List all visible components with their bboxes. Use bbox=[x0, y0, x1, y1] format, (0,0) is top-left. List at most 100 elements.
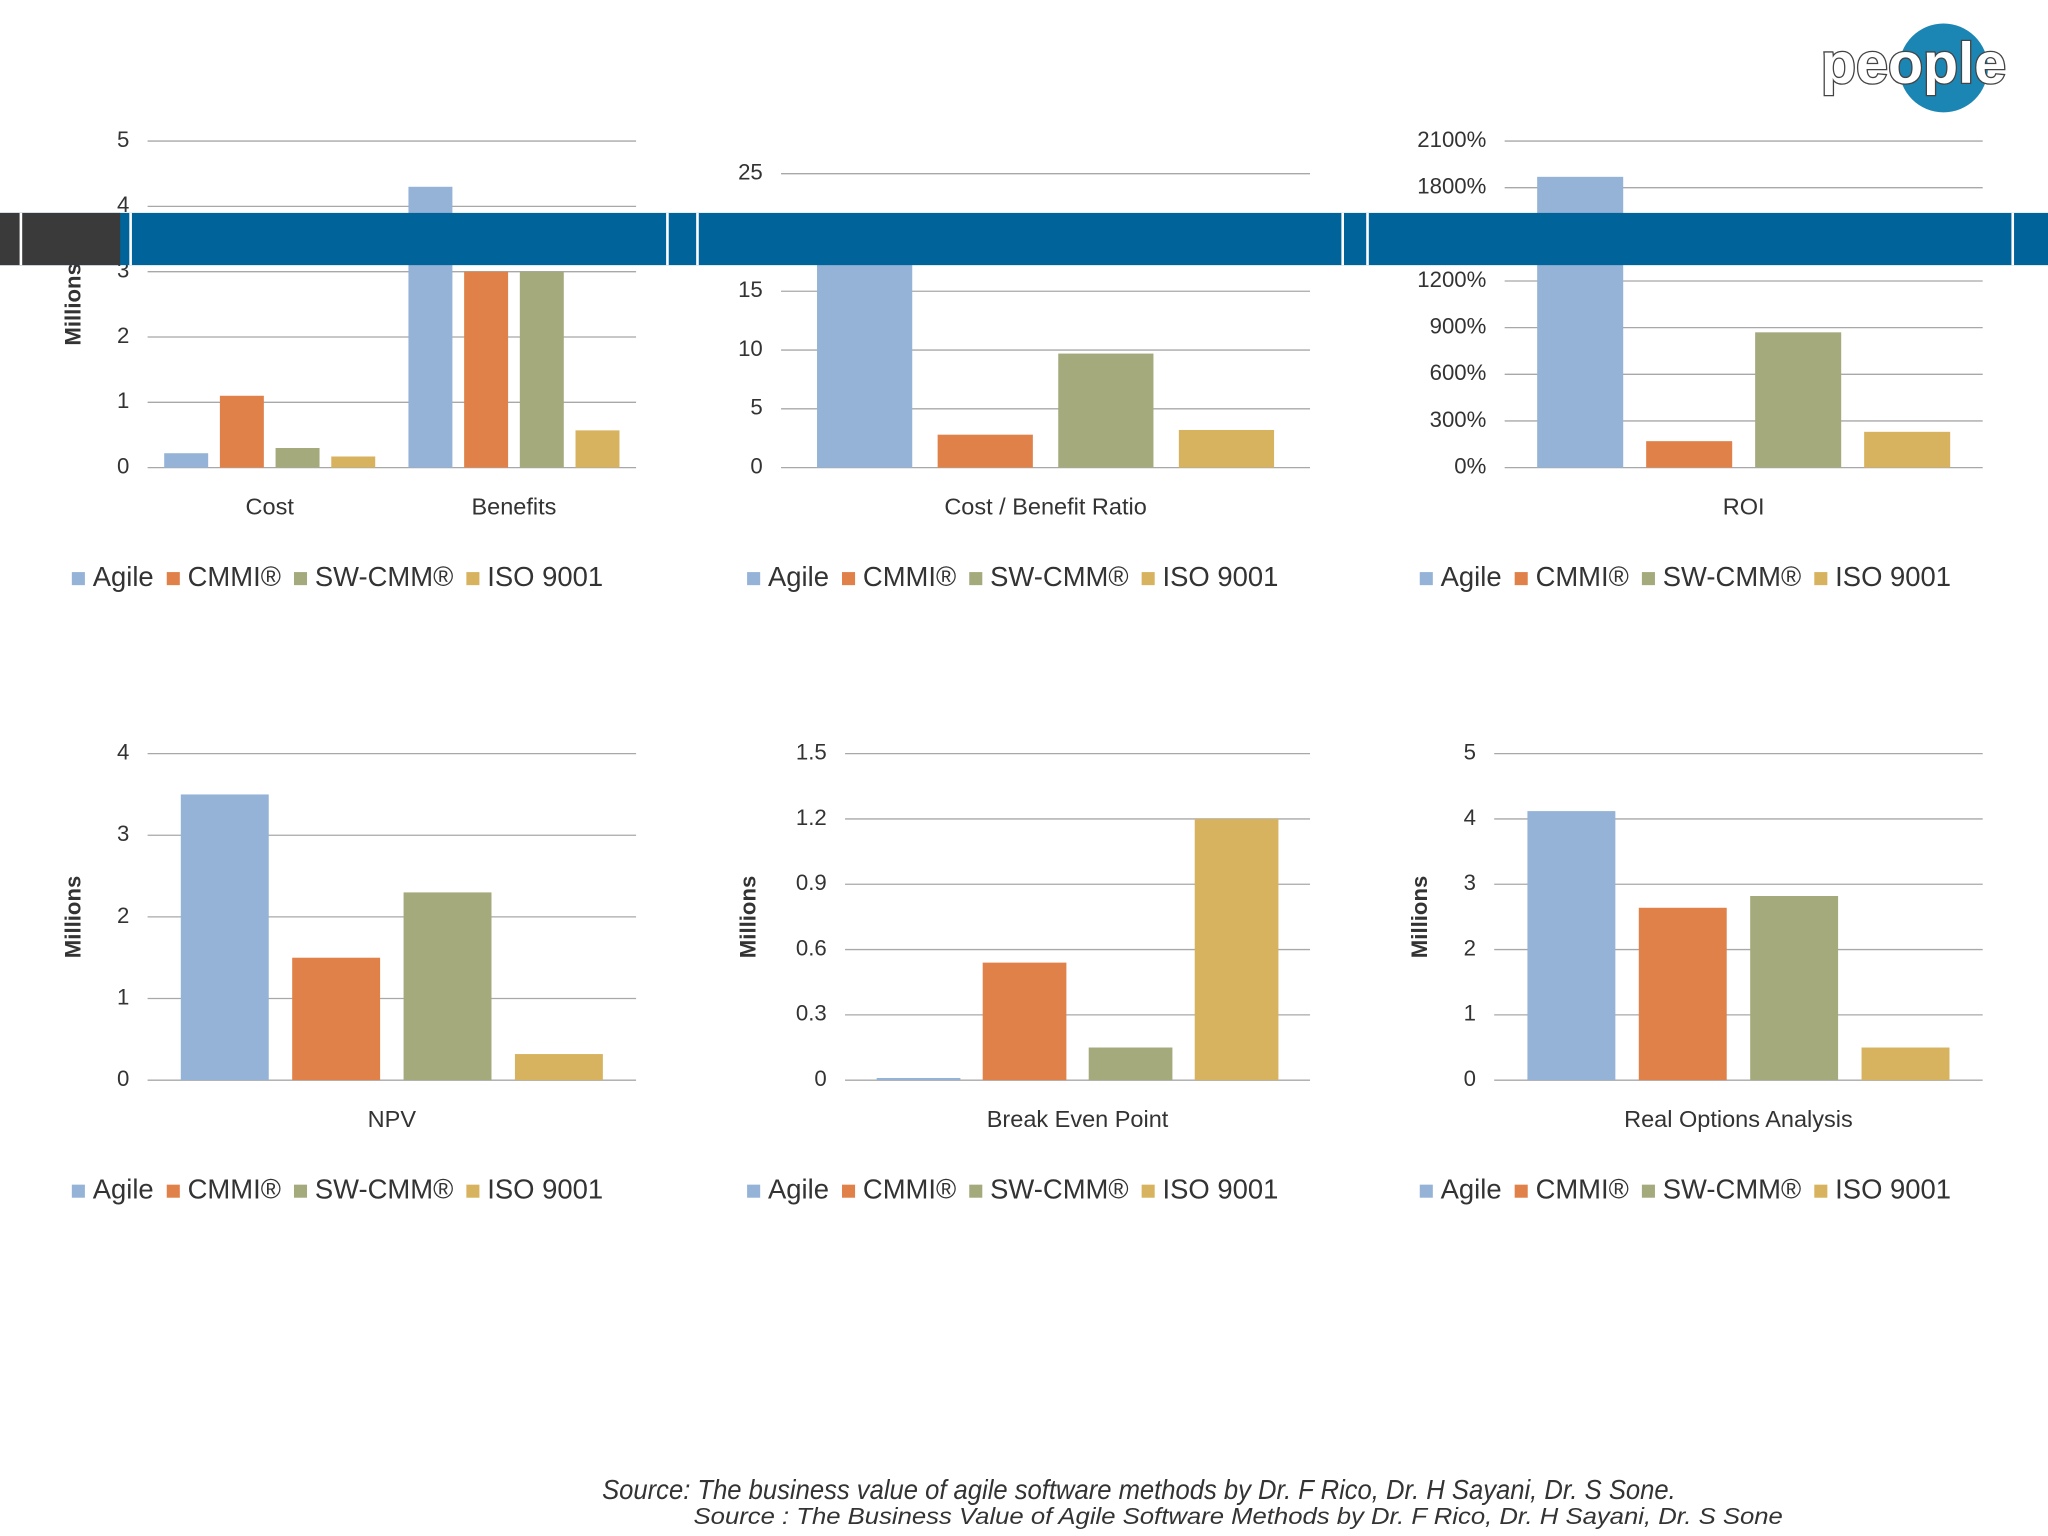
y-tick-label: 1 bbox=[117, 984, 129, 1009]
y-tick-label: 1 bbox=[117, 388, 129, 413]
legend-label: ISO 9001 bbox=[1163, 1173, 1279, 1204]
bar bbox=[292, 957, 381, 1081]
x-tick-label: Break Even Point bbox=[987, 1106, 1169, 1132]
legend-label: ISO 9001 bbox=[1163, 561, 1279, 592]
legend-label: SW-CMM® bbox=[1663, 561, 1801, 592]
bar bbox=[275, 448, 320, 468]
legend-swatch bbox=[1419, 1184, 1433, 1198]
y-tick-label: 3 bbox=[117, 821, 129, 846]
bar bbox=[982, 962, 1067, 1081]
bar bbox=[1194, 818, 1279, 1081]
y-tick-label: 300% bbox=[1430, 407, 1487, 432]
header-band bbox=[0, 212, 2048, 266]
legend-swatch bbox=[293, 1184, 308, 1198]
y-tick-label: 0 bbox=[814, 1066, 826, 1091]
y-tick-label: 5 bbox=[750, 395, 762, 420]
y-tick-label: 2 bbox=[1464, 935, 1476, 960]
y-tick-label: 1.5 bbox=[796, 739, 827, 764]
y-tick-label: 4 bbox=[117, 739, 129, 764]
bar bbox=[1088, 1047, 1173, 1081]
source-line: Source : The Business Value of Agile Sof… bbox=[694, 1503, 1783, 1529]
legend-swatch bbox=[166, 1184, 180, 1198]
y-tick-label: 0% bbox=[1454, 453, 1486, 478]
legend-label: SW-CMM® bbox=[315, 1173, 453, 1204]
y-tick-label: 0.6 bbox=[796, 935, 827, 960]
bar bbox=[1058, 353, 1154, 468]
y-axis-label: Millions bbox=[60, 263, 85, 346]
legend-label: CMMI® bbox=[863, 561, 956, 592]
x-tick-label: NPV bbox=[368, 1106, 417, 1132]
legend-label: ISO 9001 bbox=[487, 1173, 603, 1204]
bar bbox=[164, 453, 209, 468]
x-tick-label: Cost / Benefit Ratio bbox=[944, 493, 1146, 519]
bar bbox=[464, 271, 509, 468]
legend-label: Agile bbox=[93, 1173, 154, 1204]
bar bbox=[1178, 429, 1275, 468]
y-tick-label: 5 bbox=[117, 127, 129, 152]
bar bbox=[1646, 441, 1733, 468]
bar bbox=[575, 430, 620, 468]
bar bbox=[180, 794, 269, 1081]
legend-label: CMMI® bbox=[188, 1173, 281, 1204]
legend-swatch bbox=[1419, 572, 1433, 586]
legend-swatch bbox=[969, 572, 983, 586]
bar bbox=[331, 456, 376, 468]
y-tick-label: 1200% bbox=[1417, 267, 1486, 292]
y-tick-label: 10 bbox=[738, 336, 763, 361]
legend-label: Agile bbox=[768, 561, 829, 592]
legend-label: ISO 9001 bbox=[487, 561, 603, 592]
legend-label: ISO 9001 bbox=[1835, 1173, 1951, 1204]
legend-swatch bbox=[1141, 1184, 1155, 1198]
legend-label: CMMI® bbox=[1536, 1173, 1629, 1204]
y-tick-label: 0 bbox=[117, 453, 129, 478]
y-tick-label: 0 bbox=[117, 1066, 129, 1091]
legend-label: Agile bbox=[768, 1173, 829, 1204]
legend-swatch bbox=[71, 1184, 85, 1198]
legend-label: CMMI® bbox=[1536, 561, 1629, 592]
legend-swatch bbox=[1814, 572, 1828, 586]
legend-swatch bbox=[842, 1184, 856, 1198]
x-tick-label: ROI bbox=[1723, 493, 1765, 519]
legend-swatch bbox=[71, 572, 85, 586]
y-tick-label: 25 bbox=[738, 160, 763, 185]
legend-swatch bbox=[1514, 1184, 1528, 1198]
legend-label: Agile bbox=[1441, 1173, 1502, 1204]
logo: people bbox=[1820, 23, 2007, 113]
y-tick-label: 2100% bbox=[1417, 127, 1486, 152]
y-tick-label: 600% bbox=[1430, 360, 1487, 385]
legend-swatch bbox=[1514, 572, 1528, 586]
y-tick-label: 900% bbox=[1430, 314, 1487, 339]
y-tick-label: 4 bbox=[117, 192, 129, 217]
legend-label: Agile bbox=[1441, 561, 1502, 592]
charts: 0 1 2 3 4 5 Millions Cost Benefits Agile CMMI® SW-C… bbox=[60, 127, 1983, 1204]
bar bbox=[817, 236, 913, 468]
x-tick-label: Real Options Analysis bbox=[1624, 1106, 1853, 1132]
y-tick-label: 1.2 bbox=[796, 805, 827, 830]
legend-swatch bbox=[466, 572, 480, 586]
y-tick-label: 4 bbox=[1464, 805, 1476, 830]
bar bbox=[219, 395, 264, 468]
y-axis-label: Millions bbox=[736, 876, 761, 959]
legend-swatch bbox=[969, 1184, 983, 1198]
logo-circle bbox=[1899, 23, 1988, 113]
y-tick-label: 1800% bbox=[1417, 174, 1486, 199]
legend-swatch bbox=[747, 1184, 761, 1198]
legend-label: CMMI® bbox=[188, 561, 281, 592]
y-axis-label: Millions bbox=[1407, 876, 1432, 959]
y-tick-label: 3 bbox=[1464, 870, 1476, 895]
legend-label: CMMI® bbox=[863, 1173, 956, 1204]
band bbox=[0, 212, 2048, 266]
logo-text: people bbox=[1821, 32, 2006, 96]
legend-swatch bbox=[466, 1184, 480, 1198]
y-tick-label: 0.9 bbox=[796, 870, 827, 895]
legend-label: Agile bbox=[93, 561, 154, 592]
y-tick-label: 15 bbox=[738, 277, 763, 302]
legend-label: SW-CMM® bbox=[990, 1173, 1128, 1204]
band-left bbox=[0, 212, 121, 266]
legend-label: SW-CMM® bbox=[315, 561, 453, 592]
y-tick-label: 0.3 bbox=[796, 1001, 827, 1026]
legend-label: SW-CMM® bbox=[1663, 1173, 1801, 1204]
legend-swatch bbox=[1814, 1184, 1828, 1198]
